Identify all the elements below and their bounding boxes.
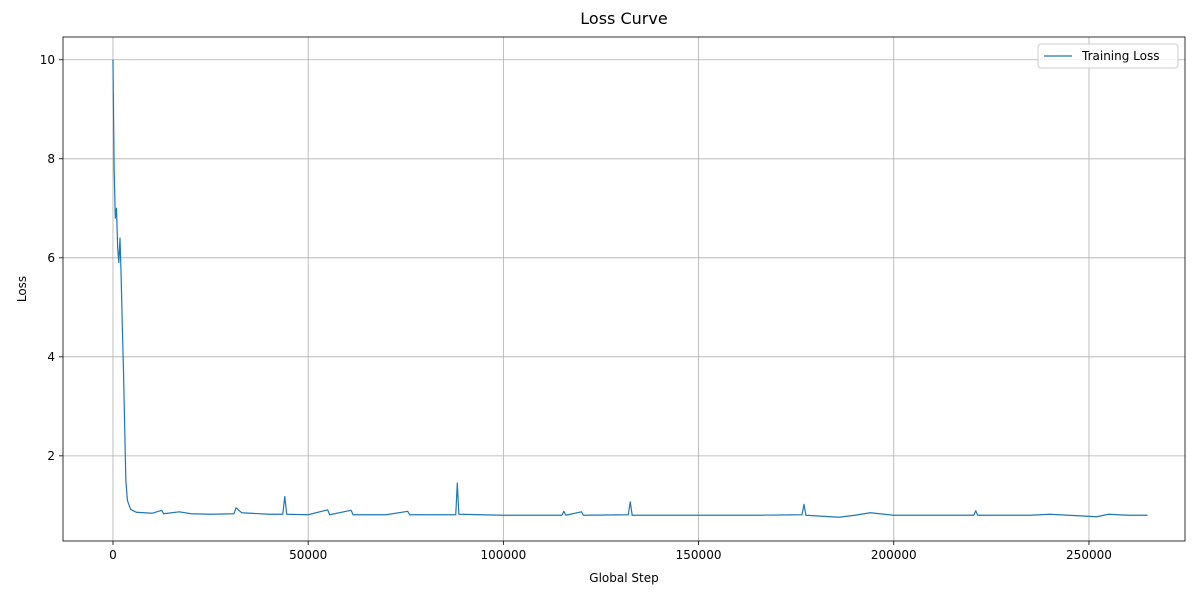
legend-box [1037, 43, 1179, 69]
y-axis-label: Loss [15, 276, 29, 302]
y-tick-label: 10 [40, 53, 55, 67]
y-tick-label: 2 [47, 449, 55, 463]
x-axis-label: Global Step [589, 571, 658, 585]
x-tick-label: 200000 [871, 548, 917, 562]
x-tick-label: 250000 [1066, 548, 1112, 562]
x-tick-label: 100000 [480, 548, 526, 562]
x-tick-label: 0 [109, 548, 117, 562]
y-tick-label: 6 [47, 251, 55, 265]
line-series [112, 59, 1148, 518]
x-tick-label: 50000 [289, 548, 327, 562]
chart-title: Loss Curve [580, 9, 667, 28]
y-tick-label: 4 [47, 350, 55, 364]
y-tick-label: 8 [47, 152, 55, 166]
x-tick-label: 150000 [676, 548, 722, 562]
legend-label: Training Loss [1081, 49, 1159, 63]
plot-frame [62, 36, 1186, 542]
